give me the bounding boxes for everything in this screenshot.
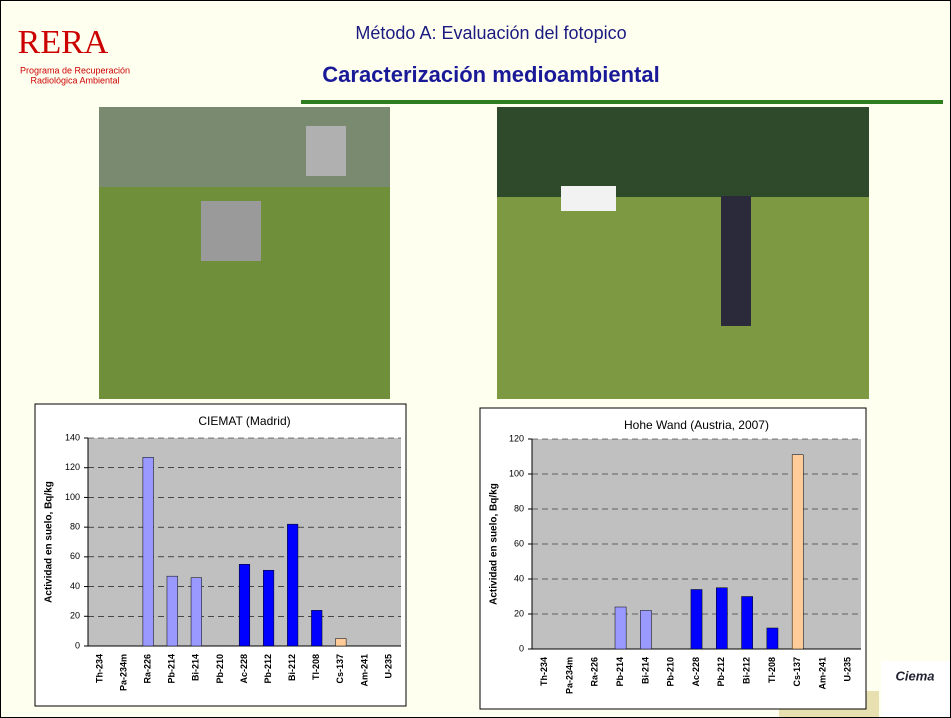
- bar: [716, 588, 727, 649]
- y-tick-label: 80: [514, 503, 524, 513]
- x-tick-label: Bi-214: [640, 657, 650, 684]
- x-tick-label: Ac-228: [239, 654, 249, 684]
- y-tick-label: 60: [70, 551, 80, 561]
- x-tick-label: Th-234: [539, 657, 549, 686]
- photo: [497, 107, 869, 399]
- y-tick-label: 120: [65, 462, 80, 472]
- y-tick-label: 100: [65, 492, 80, 502]
- x-tick-label: Pb-214: [615, 657, 625, 687]
- y-tick-label: 60: [514, 538, 524, 548]
- x-tick-label: Bi-214: [191, 654, 201, 681]
- x-tick-label: Cs-137: [792, 657, 802, 687]
- x-tick-label: U-235: [383, 654, 393, 679]
- slide-canvas: RERA Programa de Recuperación Radiológic…: [1, 1, 950, 717]
- x-tick-label: Pb-212: [716, 657, 726, 687]
- x-tick-label: Pb-210: [666, 657, 676, 687]
- bar: [742, 597, 753, 650]
- y-axis-label: Actividad en suelo, Bq/kg: [489, 483, 500, 605]
- bar: [767, 628, 778, 649]
- y-tick-label: 80: [70, 522, 80, 532]
- x-tick-label: Pb-210: [215, 654, 225, 684]
- bar: [143, 457, 154, 646]
- bar: [792, 455, 803, 649]
- logo-line: Radiológica Ambiental: [30, 75, 119, 85]
- logo-line: Programa de Recuperación: [20, 65, 130, 75]
- x-tick-label: U-235: [843, 657, 853, 682]
- bar: [287, 524, 298, 646]
- x-tick-label: Ac-228: [691, 657, 701, 687]
- y-tick-label: 0: [75, 640, 80, 650]
- bar: [311, 610, 322, 646]
- bar: [191, 578, 202, 646]
- bar: [239, 564, 250, 646]
- y-tick-label: 100: [509, 468, 524, 478]
- bar: [263, 570, 274, 646]
- x-tick-label: Pa-234m: [118, 654, 128, 691]
- y-tick-label: 20: [514, 608, 524, 618]
- y-axis-label: Actividad en suelo, Bq/kg: [44, 481, 55, 603]
- chart-title: CIEMAT (Madrid): [198, 414, 290, 428]
- slide-subtitle: Caracterización medioambiental: [322, 62, 659, 87]
- footer-logo-text: Ciema: [895, 668, 934, 683]
- bar: [615, 607, 626, 649]
- bar: [691, 590, 702, 650]
- slide: RERA Programa de Recuperación Radiológic…: [0, 0, 951, 718]
- slide-title: Método A: Evaluación del fotopico: [355, 23, 626, 43]
- photo: [99, 107, 390, 399]
- bar: [167, 576, 178, 646]
- logo: RERA: [18, 24, 109, 61]
- y-tick-label: 140: [65, 432, 80, 442]
- bar: [336, 639, 347, 646]
- y-tick-label: 40: [70, 581, 80, 591]
- x-tick-label: Tl-208: [767, 657, 777, 683]
- chart-title: Hohe Wand (Austria, 2007): [624, 418, 769, 432]
- y-tick-label: 0: [519, 643, 524, 653]
- x-tick-label: Pa-234m: [564, 657, 574, 694]
- x-tick-label: Am-241: [817, 657, 827, 690]
- x-tick-label: Tl-208: [311, 654, 321, 680]
- x-tick-label: Ra-226: [143, 654, 153, 684]
- x-tick-label: Am-241: [359, 654, 369, 687]
- x-tick-label: Cs-137: [335, 654, 345, 684]
- x-tick-label: Pb-212: [263, 654, 273, 684]
- x-tick-label: Ra-226: [590, 657, 600, 687]
- x-tick-label: Bi-212: [287, 654, 297, 681]
- y-tick-label: 40: [514, 573, 524, 583]
- y-tick-label: 120: [509, 433, 524, 443]
- y-tick-label: 20: [70, 611, 80, 621]
- bar: [640, 611, 651, 650]
- x-tick-label: Pb-214: [167, 654, 177, 684]
- x-tick-label: Th-234: [94, 654, 104, 683]
- x-tick-label: Bi-212: [741, 657, 751, 684]
